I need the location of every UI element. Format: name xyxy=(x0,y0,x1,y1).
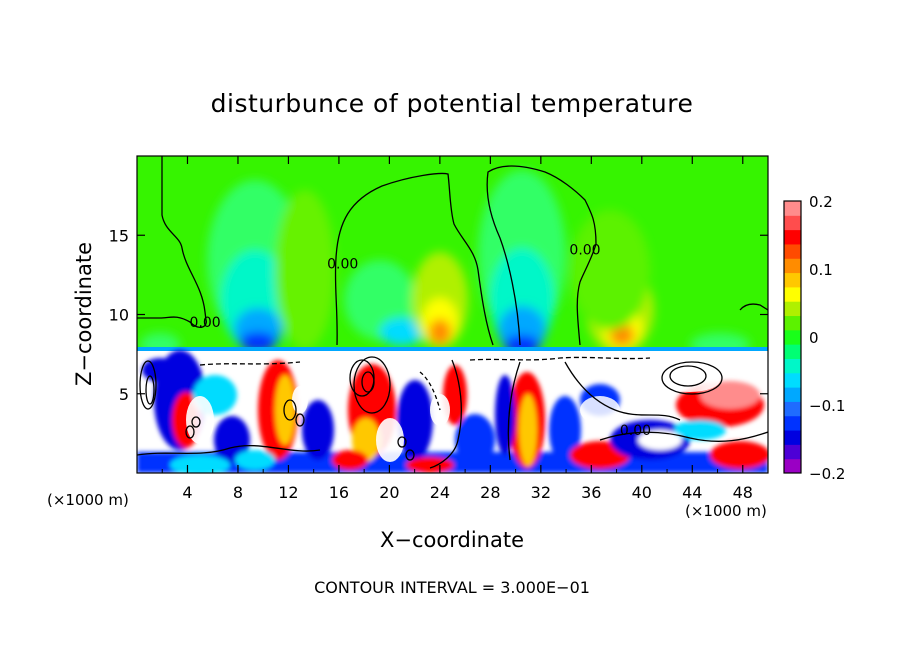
x-tick-label: 4 xyxy=(182,483,192,502)
x-axis-ticks: 4 8 12 16 20 24 28 32 36 40 44 48 xyxy=(161,156,753,502)
y-axis-label: Z−coordinate xyxy=(72,242,96,386)
colorbar-tick-label: 0.2 xyxy=(809,193,833,211)
colorbar-swatch xyxy=(784,458,801,474)
contour-label: 0.00 xyxy=(569,242,600,258)
colorbar-swatch xyxy=(784,358,801,374)
x-tick-label: 20 xyxy=(379,483,399,502)
colorbar-swatch xyxy=(784,243,801,259)
colorbar-swatch xyxy=(784,286,801,302)
x-tick-label: 40 xyxy=(632,483,652,502)
colorbar-swatch xyxy=(784,415,801,431)
colorbar-swatch xyxy=(784,229,801,245)
x-tick-label: 8 xyxy=(233,483,243,502)
colorbar-tick-label: −0.2 xyxy=(809,465,845,483)
colorbar-swatch xyxy=(784,315,801,331)
contour-interval-footer: CONTOUR INTERVAL = 3.000E−01 xyxy=(314,578,590,597)
colorbar-swatch xyxy=(784,201,801,216)
colorbar-swatch xyxy=(784,272,801,288)
x-tick-label: 24 xyxy=(430,483,450,502)
colorbar-swatch xyxy=(784,401,801,417)
y-tick-label: 5 xyxy=(119,385,129,404)
boundary-layer-cores xyxy=(186,368,720,462)
colorbar-swatch xyxy=(784,430,801,445)
x-unit-left: (×1000 m) xyxy=(47,491,129,509)
x-tick-label: 44 xyxy=(682,483,702,502)
y-tick-label: 15 xyxy=(109,226,129,245)
contour-labels: 0.00 0.00 0.00 0.00 xyxy=(190,242,652,439)
upper-field xyxy=(140,170,750,357)
contour-label: 0.00 xyxy=(620,423,651,439)
contour-lines xyxy=(137,156,768,469)
colorbar-swatch xyxy=(784,387,801,402)
x-unit-right: (×1000 m) xyxy=(685,502,767,520)
colorbar-swatch xyxy=(784,444,801,460)
chart-title: disturbunce of potential temperature xyxy=(211,89,694,118)
contour-label: 0.00 xyxy=(190,315,221,331)
inversion-band xyxy=(137,351,768,359)
colorbar-tick-label: 0 xyxy=(809,329,819,347)
x-tick-label: 32 xyxy=(531,483,551,502)
plot-area xyxy=(137,156,768,473)
colorbar-ticks: 0.2 0.1 0 −0.1 −0.2 xyxy=(809,193,845,483)
x-axis-label: X−coordinate xyxy=(380,528,524,552)
x-tick-label: 48 xyxy=(733,483,753,502)
x-tick-label: 28 xyxy=(480,483,500,502)
inversion-edge xyxy=(137,347,768,351)
boundary-layer-field xyxy=(137,350,768,473)
y-tick-label: 10 xyxy=(109,306,129,325)
x-tick-label: 16 xyxy=(329,483,349,502)
colorbar xyxy=(783,200,802,474)
contour-label: 0.00 xyxy=(327,257,358,273)
colorbar-swatch xyxy=(784,344,801,359)
colorbar-frame xyxy=(783,200,802,474)
colorbar-swatch xyxy=(784,329,801,345)
colorbar-swatch xyxy=(784,258,801,274)
x-tick-label: 36 xyxy=(581,483,601,502)
colorbar-tick-label: −0.1 xyxy=(809,397,845,415)
colorbar-swatch xyxy=(784,372,801,388)
colorbar-tick-label: 0.1 xyxy=(809,261,833,279)
colorbar-swatch xyxy=(784,215,801,231)
y-axis-ticks: 5 10 15 xyxy=(109,226,768,404)
x-tick-label: 12 xyxy=(278,483,298,502)
colorbar-swatch xyxy=(784,301,801,317)
